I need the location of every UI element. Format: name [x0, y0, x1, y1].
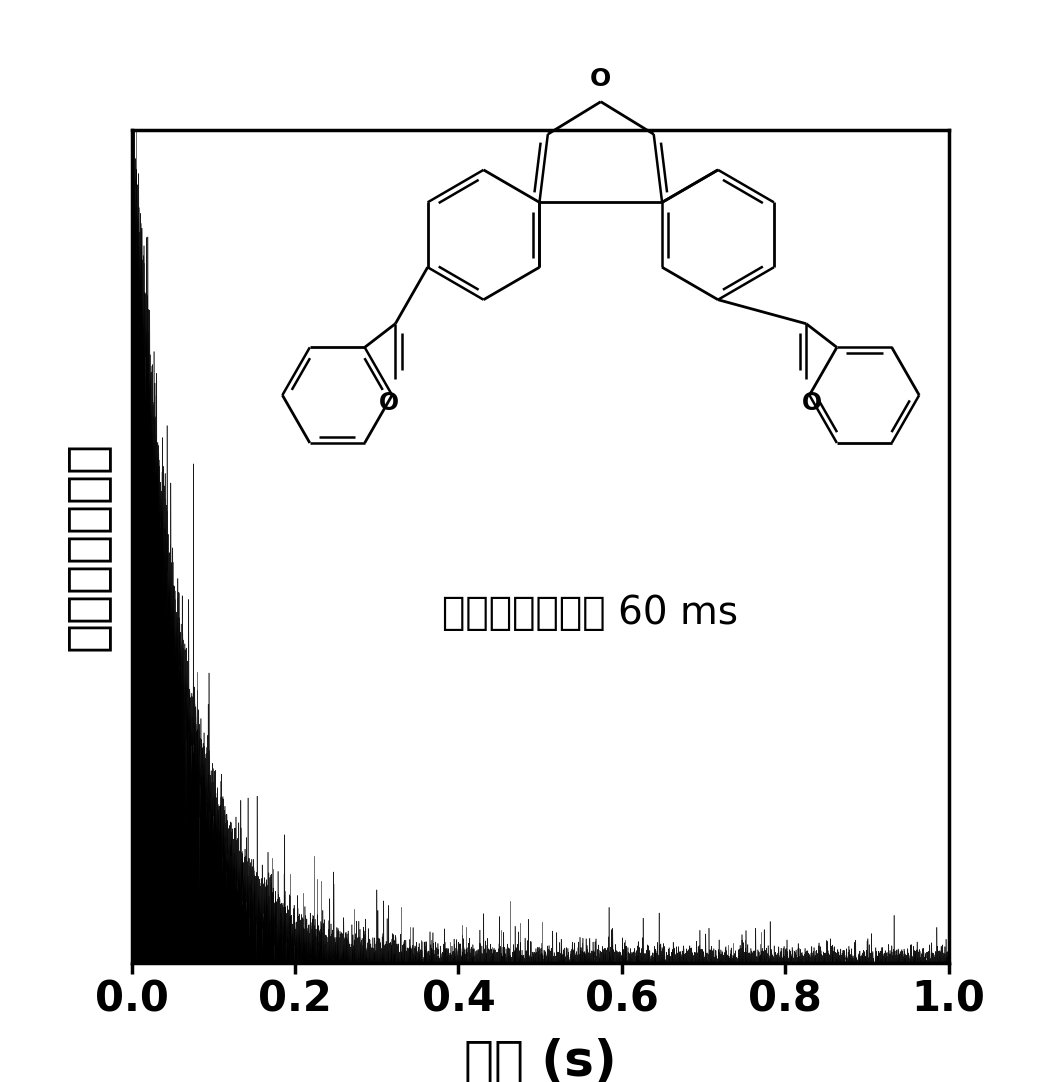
Text: 室温磷光寿命： 60 ms: 室温磷光寿命： 60 ms — [443, 594, 738, 632]
Text: O: O — [802, 392, 822, 415]
Y-axis label: 归一化发光强度: 归一化发光强度 — [63, 441, 111, 651]
Text: O: O — [379, 392, 399, 415]
Text: O: O — [590, 67, 611, 91]
X-axis label: 时间 (s): 时间 (s) — [464, 1038, 617, 1082]
